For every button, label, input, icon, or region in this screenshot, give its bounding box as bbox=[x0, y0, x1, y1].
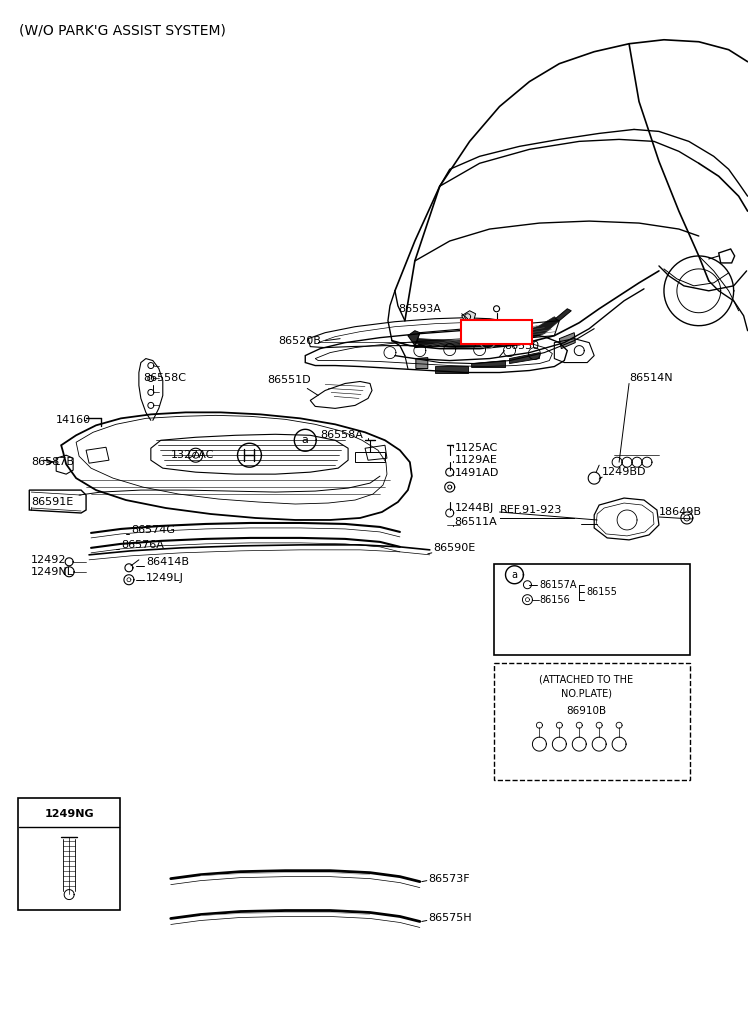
Text: 86156: 86156 bbox=[539, 595, 570, 605]
Text: 86514N: 86514N bbox=[629, 374, 673, 384]
Text: 86590E: 86590E bbox=[433, 543, 475, 553]
FancyBboxPatch shape bbox=[494, 564, 690, 655]
FancyBboxPatch shape bbox=[461, 319, 533, 344]
Polygon shape bbox=[509, 352, 539, 364]
Text: 86530: 86530 bbox=[505, 341, 539, 350]
Polygon shape bbox=[434, 366, 467, 373]
Text: 86575H: 86575H bbox=[428, 913, 471, 924]
Text: 86514K: 86514K bbox=[473, 326, 521, 338]
Text: 1491AD: 1491AD bbox=[455, 468, 499, 478]
Text: 1129AE: 1129AE bbox=[455, 456, 497, 465]
Text: 86520B: 86520B bbox=[279, 336, 321, 346]
Text: 86558C: 86558C bbox=[143, 374, 186, 384]
Text: a: a bbox=[512, 569, 518, 580]
Text: NO.PLATE): NO.PLATE) bbox=[561, 688, 612, 698]
Polygon shape bbox=[472, 360, 506, 368]
Text: 86593A: 86593A bbox=[398, 304, 441, 313]
Text: 86414B: 86414B bbox=[146, 557, 189, 567]
Text: 86511A: 86511A bbox=[455, 517, 497, 527]
Text: (W/O PARK'G ASSIST SYSTEM): (W/O PARK'G ASSIST SYSTEM) bbox=[19, 24, 226, 38]
Polygon shape bbox=[560, 333, 575, 348]
Polygon shape bbox=[461, 310, 476, 323]
Text: 86576A: 86576A bbox=[121, 540, 164, 550]
Polygon shape bbox=[408, 331, 420, 346]
Text: 86587B: 86587B bbox=[31, 457, 74, 467]
Polygon shape bbox=[555, 309, 571, 321]
Text: 1125AC: 1125AC bbox=[455, 443, 498, 454]
Text: 1244BJ: 1244BJ bbox=[455, 503, 494, 513]
Text: 86573F: 86573F bbox=[428, 873, 470, 884]
Text: 1327AC: 1327AC bbox=[171, 451, 214, 460]
Text: 86558A: 86558A bbox=[321, 430, 363, 440]
Text: REF.91-923: REF.91-923 bbox=[500, 505, 562, 515]
Text: 86910B: 86910B bbox=[566, 707, 606, 716]
Text: 18649B: 18649B bbox=[659, 507, 702, 517]
Text: 86157A: 86157A bbox=[539, 580, 577, 590]
Text: 86551D: 86551D bbox=[267, 376, 311, 385]
Text: 1249NG: 1249NG bbox=[44, 809, 94, 819]
Text: 1249NL: 1249NL bbox=[31, 566, 74, 577]
Polygon shape bbox=[408, 316, 560, 347]
Text: (ATTACHED TO THE: (ATTACHED TO THE bbox=[539, 675, 633, 684]
FancyBboxPatch shape bbox=[494, 664, 690, 780]
Text: 1249BD: 1249BD bbox=[602, 467, 646, 477]
Text: 86574G: 86574G bbox=[131, 525, 175, 535]
FancyBboxPatch shape bbox=[18, 798, 120, 909]
Polygon shape bbox=[416, 357, 428, 369]
Text: 1249LJ: 1249LJ bbox=[146, 572, 184, 583]
Text: 86591E: 86591E bbox=[31, 497, 73, 507]
Text: 12492: 12492 bbox=[31, 555, 67, 565]
Text: 14160: 14160 bbox=[56, 416, 91, 425]
Text: a: a bbox=[302, 435, 309, 445]
Text: 86155: 86155 bbox=[586, 587, 617, 597]
